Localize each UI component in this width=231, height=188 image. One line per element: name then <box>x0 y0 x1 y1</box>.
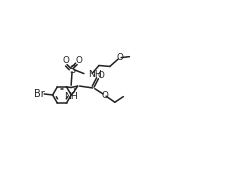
Text: O: O <box>97 71 104 80</box>
Text: S: S <box>69 65 75 75</box>
Text: O: O <box>62 56 69 65</box>
Text: Br: Br <box>34 89 45 99</box>
Text: O: O <box>101 91 108 100</box>
Text: NH: NH <box>64 92 78 101</box>
Text: O: O <box>116 53 123 62</box>
Text: O: O <box>75 56 82 65</box>
Text: NH: NH <box>89 70 102 79</box>
